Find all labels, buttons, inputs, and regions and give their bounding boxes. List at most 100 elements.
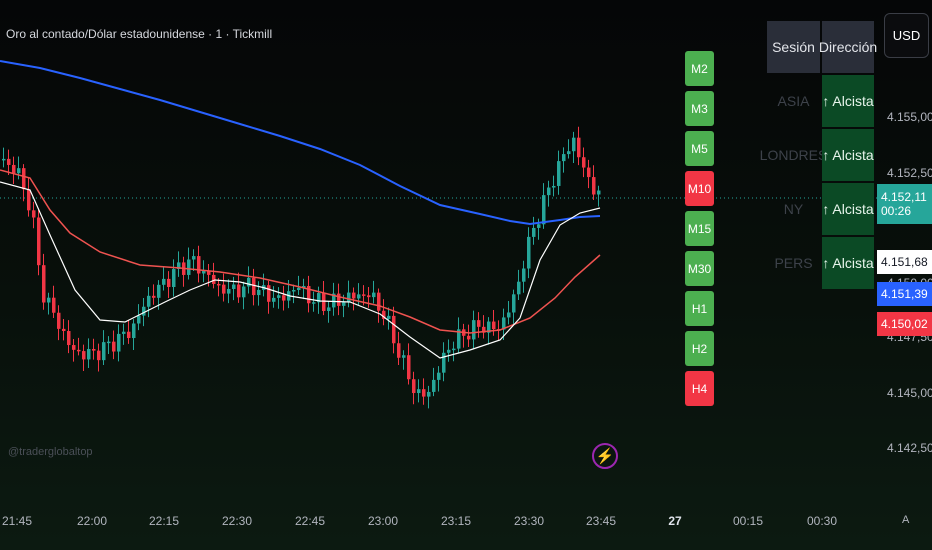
candle-body (207, 270, 211, 275)
candle-body (552, 185, 556, 188)
time-label: 22:00 (76, 514, 108, 528)
timeframe-badge-h1: H1 (685, 291, 714, 326)
candle-body (277, 295, 281, 298)
session-name: PERS (774, 255, 813, 271)
candle-body (487, 321, 491, 333)
candle-body (187, 259, 191, 275)
candle-body (237, 284, 241, 298)
candle-body (422, 389, 426, 397)
candle-body (312, 302, 316, 304)
timeframe-badge-m15: M15 (685, 211, 714, 246)
candle-body (447, 349, 451, 353)
candle-body (112, 341, 116, 352)
session-direction: ↑ Alcista (822, 129, 874, 181)
candle-body (357, 294, 361, 299)
candle-body (402, 355, 406, 358)
session-row-londres: LONDRES ↑ Alcista (759, 129, 876, 181)
candle-body (222, 284, 226, 294)
candle-body (332, 293, 336, 308)
session-table: Sesión Dirección ASIA ↑ Alcista LONDRES … (759, 21, 877, 291)
candle-body (17, 168, 21, 174)
candle-body (322, 293, 326, 312)
candle-body (147, 295, 151, 307)
candle-body (37, 217, 41, 266)
timeframe-badge-m3: M3 (685, 91, 714, 126)
session-name: LONDRES (759, 147, 828, 163)
time-label: 22:30 (221, 514, 253, 528)
candle-body (157, 284, 161, 298)
price-label: 4.152,50 (887, 166, 932, 180)
candle-body (457, 329, 461, 349)
session-name: NY (783, 201, 804, 217)
price-label: 4.155,00 (887, 110, 932, 124)
current-price-tag: 4.152,11 00:26 (877, 184, 932, 224)
ma-red-line (0, 169, 601, 334)
candle-body (577, 137, 581, 158)
candle-body (327, 307, 331, 312)
timeframe-badge-h2: H2 (685, 331, 714, 366)
currency-button[interactable]: USD (884, 13, 929, 58)
session-row-ny: NY ↑ Alcista (767, 183, 876, 235)
candle-body (132, 323, 136, 339)
candle-body (117, 333, 121, 352)
candle-body (142, 306, 146, 316)
candle-body (202, 270, 206, 274)
candles-group (2, 126, 601, 409)
auto-scale-button[interactable]: A (902, 514, 910, 526)
candle-body (412, 379, 416, 394)
candle-body (427, 391, 431, 397)
time-label: 22:45 (294, 514, 326, 528)
candle-body (592, 177, 596, 195)
candle-body (387, 315, 391, 319)
candle-body (107, 341, 111, 344)
time-label: 00:15 (732, 514, 764, 528)
candle-body (162, 278, 166, 285)
price-label: 4.142,50 (887, 441, 932, 455)
candle-body (512, 294, 516, 313)
session-table-header: Sesión Dirección (767, 21, 877, 73)
candle-body (527, 236, 531, 269)
time-label: 23:15 (440, 514, 472, 528)
time-label: 22:15 (148, 514, 180, 528)
ma-white-line (0, 181, 601, 359)
date-label: 27 (668, 514, 682, 528)
candle-body (42, 265, 46, 303)
candle-body (582, 157, 586, 168)
candle-body (2, 158, 6, 161)
candle-body (247, 277, 251, 287)
candle-body (102, 342, 106, 361)
candle-body (82, 351, 86, 360)
candle-body (217, 283, 221, 286)
candle-body (252, 277, 256, 296)
candle-body (227, 288, 231, 294)
candle-body (87, 348, 91, 360)
candle-body (12, 164, 16, 174)
candle-body (432, 379, 436, 392)
candle-body (452, 348, 456, 351)
candle-body (472, 320, 476, 340)
time-label: 23:45 (585, 514, 617, 528)
time-label: 21:45 (1, 514, 33, 528)
timeframe-panel: M2 M3 M5 M10 M15 M30 H1 H2 H4 (685, 51, 714, 411)
candle-body (317, 293, 321, 303)
time-label: 23:30 (513, 514, 545, 528)
chart-title: Oro al contado/Dólar estadounidense · 1 … (6, 27, 273, 41)
candle-body (267, 285, 271, 302)
candle-body (467, 335, 471, 340)
candle-body (77, 349, 81, 352)
lightning-icon[interactable]: ⚡ (592, 443, 618, 469)
candle-body (537, 224, 541, 228)
candle-body (232, 284, 236, 289)
candle-body (297, 287, 301, 291)
candle-body (307, 285, 311, 304)
candle-body (242, 286, 246, 298)
candle-body (212, 274, 216, 284)
candle-body (362, 294, 366, 296)
candle-body (67, 331, 71, 346)
candle-body (347, 292, 351, 303)
price-label: 4.145,00 (887, 386, 932, 400)
candle-body (567, 151, 571, 155)
watermark: @traderglobaltop (8, 446, 93, 458)
session-name: ASIA (777, 93, 810, 109)
